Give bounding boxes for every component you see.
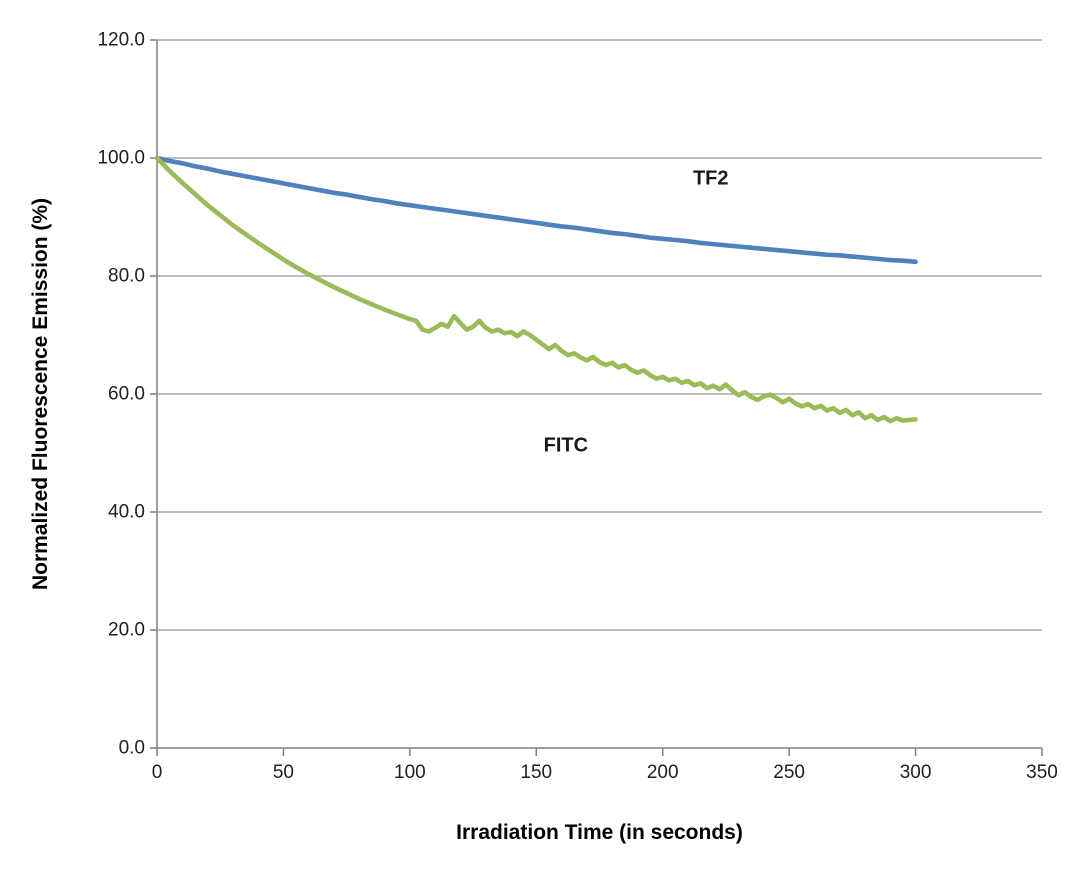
x-tick-label: 350 xyxy=(1026,762,1058,783)
y-axis-title: Normalized Fluorescence Emission (%) xyxy=(29,197,52,591)
series-line-tf2 xyxy=(154,155,918,265)
y-tick-label: 80.0 xyxy=(108,266,145,287)
x-axis-title: Irradiation Time (in seconds) xyxy=(456,821,743,844)
series-label-fitc: FITC xyxy=(543,434,589,457)
x-tick-label: 100 xyxy=(394,762,426,783)
y-tick-label: 20.0 xyxy=(108,620,145,641)
series-label-tf2: TF2 xyxy=(692,167,729,190)
y-tick-label: 100.0 xyxy=(97,148,145,169)
y-tick-label: 40.0 xyxy=(108,502,145,523)
x-tick-label: 250 xyxy=(773,762,805,783)
series-line-fitc xyxy=(154,155,918,424)
x-tick-label: 0 xyxy=(152,762,163,783)
y-tick-label: 0.0 xyxy=(119,738,145,759)
x-tick-label: 50 xyxy=(273,762,294,783)
x-tick-label: 200 xyxy=(647,762,679,783)
y-tick-label: 120.0 xyxy=(97,30,145,51)
x-tick-label: 300 xyxy=(900,762,932,783)
x-tick-label: 150 xyxy=(520,762,552,783)
y-tick-label: 60.0 xyxy=(108,384,145,405)
